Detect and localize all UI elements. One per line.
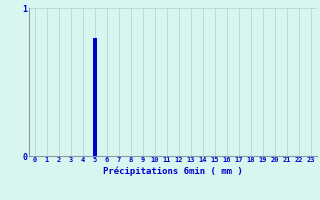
Bar <box>93 38 97 156</box>
X-axis label: Précipitations 6min ( mm ): Précipitations 6min ( mm ) <box>103 166 243 176</box>
